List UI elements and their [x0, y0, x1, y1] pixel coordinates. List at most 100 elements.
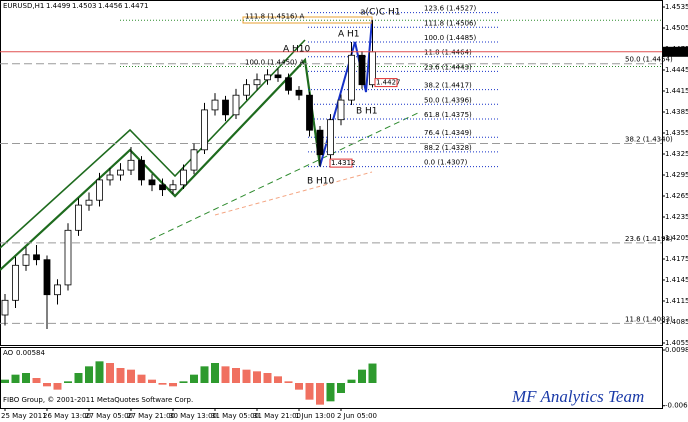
ao-bar: [179, 381, 188, 383]
fibo-label: 0.0 (1.4307): [424, 159, 468, 167]
candle-body: [295, 89, 303, 96]
ao-bar: [137, 374, 146, 383]
y-tick-label: 1.4295: [665, 171, 688, 179]
wave-label: B H10: [307, 177, 335, 187]
wave-label: a(C)C H1: [360, 8, 400, 18]
fibo-label: 100.0 (1.4450) A: [245, 59, 304, 67]
indicator-name: AO: [3, 349, 14, 357]
y-tick-label: 1.4385: [665, 108, 688, 116]
ao-bar: [127, 369, 135, 383]
candle-body: [148, 179, 156, 186]
fibo-label: 38.2 (1.4417): [424, 82, 472, 90]
x-tick-label: 1 Jun 13:00: [295, 412, 335, 420]
fibo-label: 23.6 (1.4443): [424, 63, 472, 71]
ao-bar: [326, 383, 335, 402]
header-value: 1.4471: [124, 2, 149, 10]
x-tick-label: 25 May 2011: [1, 412, 47, 420]
fibo-label: 88.2 (1.4328): [424, 144, 472, 152]
ao-bar: [316, 383, 324, 405]
ao-bar: [221, 366, 230, 383]
ao-bar: [22, 373, 30, 383]
candle-body: [274, 74, 282, 79]
ao-bar: [242, 369, 251, 383]
candle-body: [337, 99, 345, 121]
fibo-label: 50.0 (1.4396): [424, 96, 472, 104]
indicator-value: 0.00584: [16, 349, 45, 357]
candle-body: [22, 254, 30, 266]
header-value: 1.4499: [46, 2, 71, 10]
candle-body: [211, 99, 219, 111]
ao-bar: [368, 363, 377, 383]
candle-body: [54, 284, 61, 296]
current-price: 1.4471: [664, 48, 688, 56]
ao-bar: [11, 374, 20, 383]
symbol: EURUSD,H1: [3, 2, 44, 10]
ao-bar: [32, 378, 41, 383]
candle-body: [43, 259, 51, 296]
y-tick-label: 1.4175: [665, 255, 688, 263]
y-tick-label: 1.4145: [665, 276, 688, 284]
ao-bar: [284, 381, 293, 383]
ao-bar: [253, 371, 261, 383]
y-tick-label: 1.4535: [665, 3, 688, 11]
y-tick-label: 1.4505: [665, 24, 688, 32]
candle-body: [64, 229, 72, 286]
candle-body: [222, 99, 229, 116]
y-tick-label: -0.00681: [665, 402, 688, 410]
fibo-label: 111.8 (1.4516) A: [245, 12, 304, 20]
y-tick-label: 1.4205: [665, 234, 688, 242]
ao-bar: [232, 368, 240, 383]
candle-body: [348, 54, 355, 101]
candle-body: [358, 54, 366, 86]
ao-bar: [148, 379, 156, 383]
fibo-label: 11.8 (1.4464): [424, 49, 472, 57]
y-tick-label: 1.4235: [665, 213, 688, 221]
x-tick-label: 31 May 21:00: [253, 412, 301, 420]
fibo-label: 23.6 (1.4198): [625, 235, 673, 243]
x-tick-label: 30 May 13:00: [169, 412, 217, 420]
y-tick-label: 1.4325: [665, 150, 688, 158]
header-value: 1.4456: [98, 2, 123, 10]
candle-body: [327, 119, 334, 156]
ao-bar: [200, 366, 209, 383]
candle-body: [180, 169, 187, 186]
x-tick-label: 2 Jun 05:00: [337, 412, 377, 420]
ao-bar: [64, 381, 72, 383]
price-tag: 1.4312: [331, 159, 356, 167]
ao-bar: [274, 376, 282, 383]
candle-body: [243, 84, 250, 96]
y-tick-label: 1.4115: [665, 297, 688, 305]
candle-body: [106, 174, 114, 181]
price-panel: [0, 0, 663, 346]
ao-bar: [347, 379, 356, 383]
price-tag-box: [374, 78, 398, 88]
ao-bar: [85, 366, 93, 383]
x-tick-label: 27 May 21:00: [127, 412, 175, 420]
candle-body: [12, 264, 19, 301]
ao-bar: [169, 383, 177, 387]
ao-bar: [211, 363, 219, 383]
ao-bar: [74, 373, 83, 383]
candle-body: [1, 299, 9, 316]
x-tick-label: 26 May 13:00: [43, 412, 91, 420]
y-tick-label: 0.00989: [665, 346, 688, 354]
candle-body: [159, 184, 166, 191]
candle-body: [264, 74, 271, 81]
candle-body: [285, 77, 292, 91]
ao-bar: [295, 383, 303, 390]
fibo-label: 50.0 (1.4454): [625, 56, 673, 64]
wave-label: A H1: [338, 30, 360, 40]
candle-body: [316, 129, 324, 156]
ao-bar: [43, 383, 51, 387]
candle-body: [117, 169, 124, 176]
y-tick-label: 1.4265: [665, 192, 688, 200]
candle-body: [201, 109, 208, 151]
y-tick-label: 1.4355: [665, 129, 688, 137]
fibo-label: 11.8 (1.4083): [625, 315, 673, 323]
current-price-box: [662, 46, 688, 57]
candle-body: [169, 184, 177, 191]
ao-bar: [53, 383, 62, 390]
channel-line: [0, 39, 306, 249]
fibo-label: 111.8 (1.4506): [424, 19, 476, 27]
candle-body: [190, 149, 198, 171]
